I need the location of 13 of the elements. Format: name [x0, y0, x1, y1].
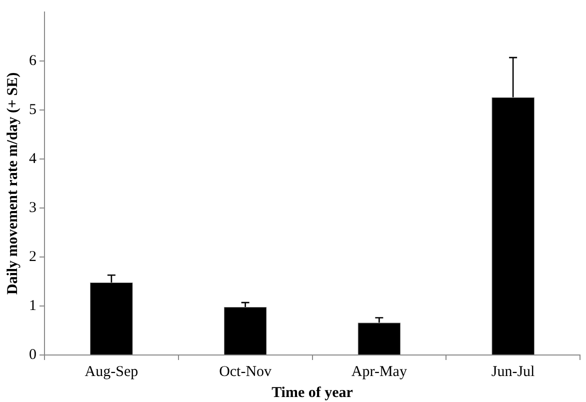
y-tick-label: 0 — [29, 346, 36, 363]
x-tick-label: Aug-Sep — [84, 364, 138, 380]
y-tick-label: 2 — [29, 248, 36, 265]
y-tick-label: 1 — [29, 298, 36, 314]
y-tick-label: 5 — [29, 102, 36, 118]
x-tick-label: Oct-Nov — [219, 364, 272, 380]
x-axis-title: Time of year — [272, 384, 354, 401]
y-tick-label: 6 — [29, 52, 37, 69]
x-tick-label: Jun-Jul — [491, 364, 535, 380]
y-tick-label: 4 — [29, 150, 37, 167]
y-tick-label: 3 — [29, 200, 36, 216]
x-tick-label: Apr-May — [351, 364, 408, 380]
y-axis-title: Daily movement rate m/day (+ SE) — [4, 72, 21, 295]
